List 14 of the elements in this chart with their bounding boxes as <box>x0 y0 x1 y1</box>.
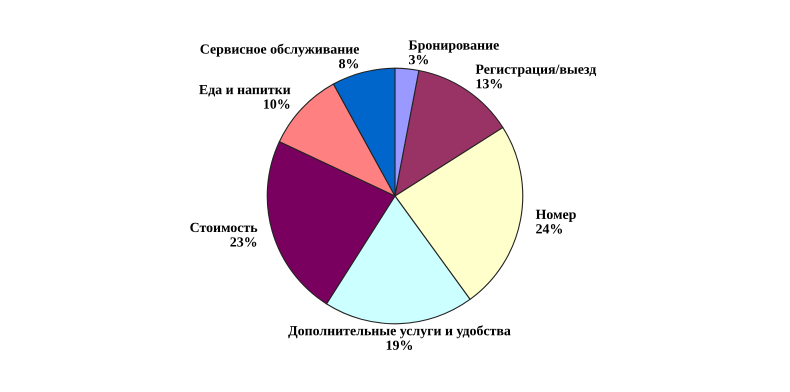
slice-label: Бронирование <box>408 40 499 53</box>
data-label: 13% <box>476 79 502 88</box>
slice-label: Регистрация/выезд <box>476 64 596 77</box>
data-label: 19% <box>386 340 412 350</box>
slice-label: Сервисное обслуживание <box>200 44 360 57</box>
data-label: 24% <box>536 224 562 234</box>
data-label: 23% <box>230 237 256 247</box>
slice-label: Номер <box>536 210 576 222</box>
slice-label: Дополнительные услуги и удобства <box>288 325 511 338</box>
data-label: 8% <box>339 58 358 68</box>
data-label: 10% <box>264 99 290 109</box>
slice-label: Стоимость <box>190 222 258 232</box>
data-label: 3% <box>408 54 428 64</box>
slice-label: Еда и напитки <box>199 85 290 97</box>
